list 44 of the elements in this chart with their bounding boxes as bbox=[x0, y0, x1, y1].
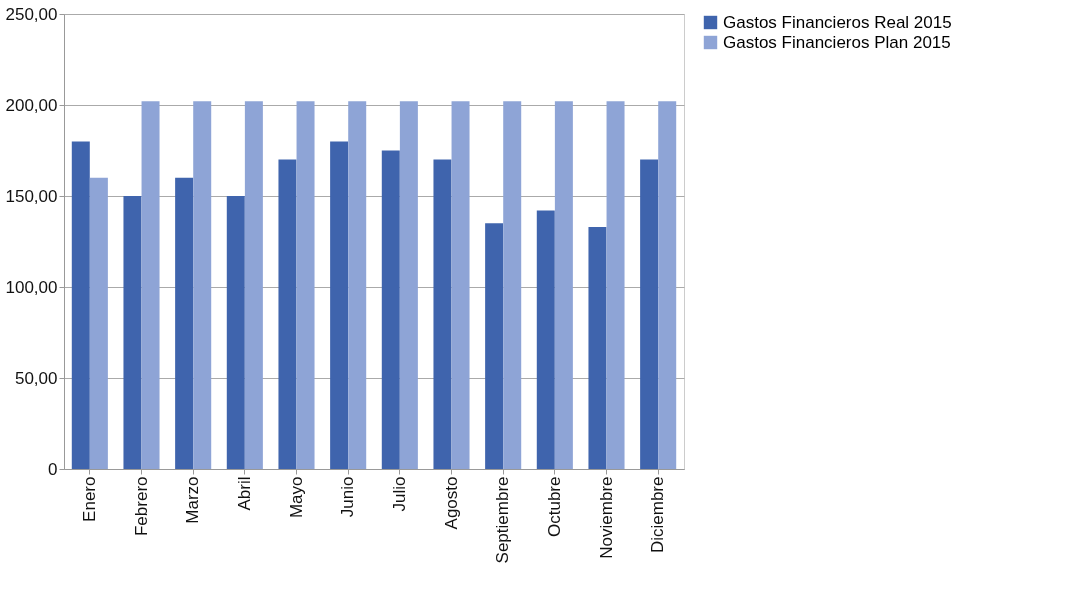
bar bbox=[89, 177, 108, 469]
bar bbox=[433, 159, 452, 469]
x-tick-label: Septiembre bbox=[493, 476, 513, 564]
x-tick-label: Marzo bbox=[183, 476, 203, 524]
legend-label: Gastos Financieros Plan 2015 bbox=[723, 32, 951, 52]
y-tick-label: 0 bbox=[48, 459, 58, 479]
x-tick-label: Mayo bbox=[286, 476, 306, 519]
y-tick-label: 50,00 bbox=[14, 368, 58, 388]
x-tick-label: Octubre bbox=[544, 476, 564, 537]
bar bbox=[226, 196, 245, 469]
bar bbox=[278, 159, 297, 469]
bar bbox=[381, 150, 400, 469]
bar bbox=[588, 226, 607, 469]
bar bbox=[175, 177, 194, 469]
bar bbox=[141, 101, 160, 469]
legend-label: Gastos Financieros Real 2015 bbox=[723, 12, 952, 32]
bar bbox=[485, 223, 504, 469]
bar bbox=[193, 101, 212, 469]
y-tick-label: 250,00 bbox=[5, 4, 58, 24]
bar bbox=[296, 101, 315, 469]
bar bbox=[244, 101, 263, 469]
x-tick-label: Abril bbox=[234, 476, 254, 511]
y-tick-label: 150,00 bbox=[5, 186, 58, 206]
x-tick-label: Agosto bbox=[441, 476, 461, 530]
bar bbox=[451, 101, 470, 469]
bar bbox=[606, 101, 625, 469]
bar bbox=[330, 141, 349, 469]
bar bbox=[123, 196, 142, 469]
x-tick-label: Diciembre bbox=[648, 476, 668, 554]
x-tick-label: Junio bbox=[338, 476, 358, 518]
bar bbox=[399, 101, 418, 469]
x-tick-label: Julio bbox=[389, 476, 409, 512]
y-tick-label: 100,00 bbox=[5, 277, 58, 297]
x-tick-label: Noviembre bbox=[596, 476, 616, 559]
bar bbox=[536, 210, 555, 469]
bar bbox=[503, 101, 522, 469]
x-tick-label: Enero bbox=[79, 476, 99, 522]
bar bbox=[554, 101, 573, 469]
bar bbox=[348, 101, 367, 469]
bar bbox=[658, 101, 677, 469]
y-tick-label: 200,00 bbox=[5, 95, 58, 115]
bar bbox=[640, 159, 659, 469]
bar bbox=[71, 141, 90, 469]
x-tick-label: Febrero bbox=[131, 476, 151, 537]
